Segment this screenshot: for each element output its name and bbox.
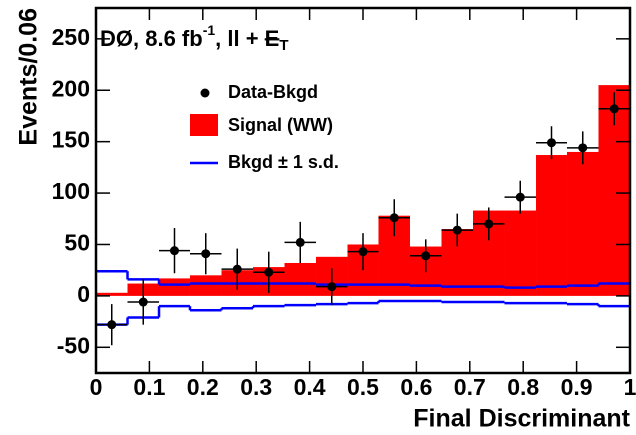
data-point	[327, 282, 337, 292]
legend-marker	[200, 88, 210, 98]
y-tick-label: 250	[52, 24, 90, 50]
data-point	[421, 251, 431, 261]
x-tick-label: 0.1	[133, 374, 165, 400]
data-point	[232, 264, 242, 274]
data-point	[358, 247, 368, 257]
signal-bar	[566, 151, 599, 296]
data-point	[107, 320, 117, 330]
signal-bar	[536, 155, 567, 296]
signal-bar	[189, 275, 222, 296]
title-sup: -1	[203, 22, 216, 38]
title-text: DØ, 8.6 fb	[100, 26, 203, 51]
data-point	[547, 138, 557, 148]
signal-bar	[159, 278, 190, 296]
x-tick-label: 0.9	[561, 374, 593, 400]
y-axis-label: Events/0.06	[15, 8, 43, 146]
title-sub: T	[279, 37, 288, 54]
data-point	[389, 213, 399, 223]
data-point	[515, 192, 525, 202]
legend-swatch	[190, 114, 218, 136]
y-tick-label: 100	[52, 178, 90, 204]
data-point	[264, 267, 274, 277]
y-tick-label: -50	[57, 332, 90, 358]
chart-title: DØ, 8.6 fb-1, ll + ET	[100, 22, 289, 54]
data-point	[138, 297, 148, 307]
data-point	[295, 237, 305, 247]
data-point	[201, 249, 211, 259]
y-tick-label: 200	[52, 75, 90, 101]
legend-label: Signal (WW)	[228, 115, 333, 135]
legend-label: Bkgd ± 1 s.d.	[228, 152, 339, 172]
data-point	[169, 246, 179, 256]
data-point	[484, 219, 494, 229]
x-tick-label: 0.7	[454, 374, 486, 400]
signal-bar	[284, 262, 317, 296]
x-tick-label: 1	[624, 374, 636, 400]
y-tick-label: 0	[77, 281, 90, 307]
y-tick-label: 50	[64, 230, 90, 256]
y-tick-label: 150	[52, 127, 90, 153]
data-point	[578, 143, 588, 153]
x-tick-label: 0.3	[240, 374, 272, 400]
x-axis-label: Final Discriminant	[413, 405, 630, 433]
x-tick-label: 0.2	[187, 374, 219, 400]
data-point	[452, 225, 462, 235]
x-tick-label: 0.4	[294, 374, 326, 400]
x-tick-label: 0.8	[507, 374, 539, 400]
title-met: E	[265, 26, 280, 51]
legend-label: Data-Bkgd	[228, 82, 318, 102]
x-tick-label: 0.5	[347, 374, 379, 400]
signal-bar	[96, 292, 128, 296]
data-point	[609, 104, 619, 114]
title-rest: , ll +	[215, 26, 265, 51]
signal-bar	[504, 210, 537, 296]
x-tick-label: 0	[90, 374, 103, 400]
x-tick-label: 0.6	[400, 374, 432, 400]
